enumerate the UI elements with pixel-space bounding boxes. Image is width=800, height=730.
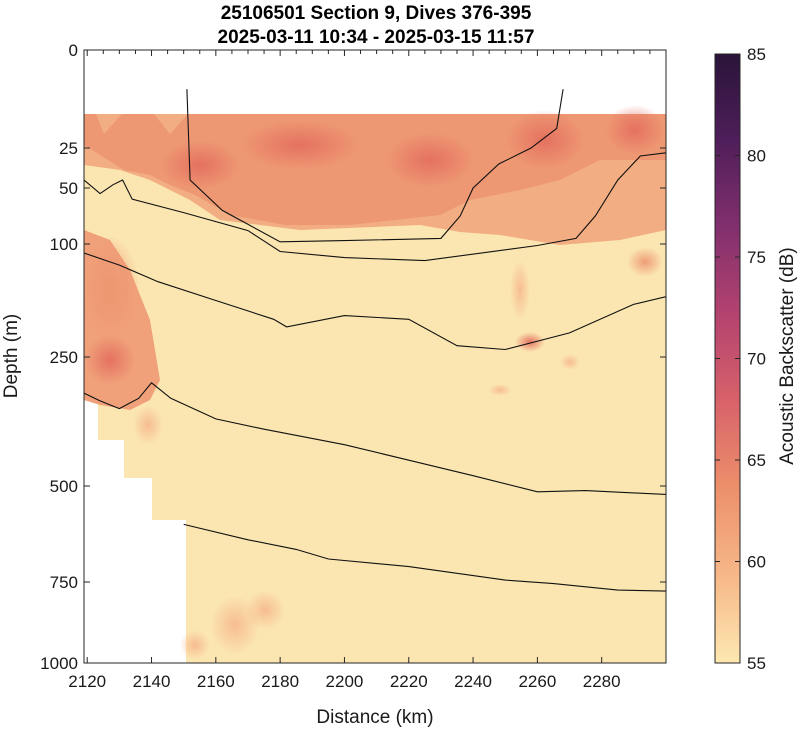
chart-title: 25106501 Section 9, Dives 376-395 bbox=[221, 3, 532, 24]
blob bbox=[605, 105, 665, 155]
blob bbox=[84, 235, 140, 345]
y-tick-label: 500 bbox=[50, 477, 78, 496]
chart-subtitle: 2025-03-11 10:34 - 2025-03-15 11:57 bbox=[218, 27, 535, 48]
contour-line bbox=[84, 152, 666, 262]
blob bbox=[515, 332, 545, 352]
x-tick-label: 2180 bbox=[261, 672, 299, 691]
x-tick-label: 2160 bbox=[197, 672, 235, 691]
x-tick-label: 2120 bbox=[68, 672, 106, 691]
blob bbox=[510, 260, 530, 320]
backscatter-field bbox=[84, 89, 666, 663]
blob bbox=[488, 384, 512, 396]
x-tick-label: 2240 bbox=[454, 672, 492, 691]
blob bbox=[505, 110, 585, 170]
colorbar-tick-label: 60 bbox=[747, 553, 766, 572]
blob bbox=[245, 590, 285, 630]
contour-line bbox=[84, 252, 666, 351]
colorbar-tick-label: 70 bbox=[747, 350, 766, 369]
colorbar-tick-label: 80 bbox=[747, 147, 766, 166]
colorbar-tick-label: 85 bbox=[747, 45, 766, 64]
colorbar-tick-label: 65 bbox=[747, 451, 766, 470]
contour-line bbox=[183, 523, 666, 592]
x-tick-label: 2200 bbox=[326, 672, 364, 691]
y-tick-label: 250 bbox=[50, 348, 78, 367]
y-axis-label: Depth (m) bbox=[1, 314, 22, 398]
y-tick-label: 750 bbox=[50, 573, 78, 592]
contour-line bbox=[84, 382, 666, 495]
blob bbox=[385, 132, 475, 188]
x-tick-label: 2260 bbox=[518, 672, 556, 691]
colorbar-tick-label: 55 bbox=[747, 654, 766, 673]
x-tick-label: 2280 bbox=[583, 672, 621, 691]
y-tick-label: 100 bbox=[50, 235, 78, 254]
colorbar-ticks: 55 60 65 70 75 80 85 bbox=[715, 45, 766, 673]
contour-lines bbox=[84, 89, 666, 592]
blob bbox=[85, 335, 135, 385]
y-tick-label: 1000 bbox=[40, 654, 78, 673]
x-tick-label: 2220 bbox=[390, 672, 428, 691]
y-tick-label: 25 bbox=[59, 139, 78, 158]
x-axis: 2120 2140 2160 2180 2200 2220 2240 2260 2280 bbox=[68, 50, 651, 691]
field-base bbox=[84, 114, 666, 663]
colorbar-label: Acoustic Backscatter (dB) bbox=[777, 247, 798, 465]
blob bbox=[160, 140, 240, 190]
y-tick-label: 0 bbox=[69, 41, 78, 60]
blob bbox=[560, 354, 580, 370]
blob bbox=[180, 630, 210, 660]
blob bbox=[627, 247, 663, 277]
contour-line bbox=[186, 89, 564, 243]
x-axis-label: Distance (km) bbox=[316, 707, 433, 728]
x-tick-label: 2140 bbox=[133, 672, 171, 691]
colorbar-tick-label: 75 bbox=[747, 248, 766, 267]
y-axis: 0 25 50 100 250 500 750 1000 bbox=[40, 41, 666, 673]
blob bbox=[240, 120, 360, 170]
y-tick-label: 50 bbox=[59, 179, 78, 198]
blob bbox=[133, 405, 163, 445]
